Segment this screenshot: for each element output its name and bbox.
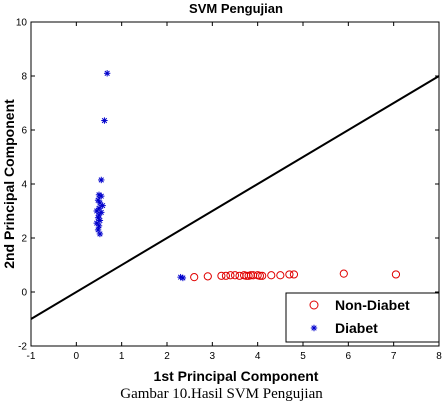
plot-area: -1 0 1 2 3 4 5 6 7 8 -2 0 2 4 6 8 10: [16, 18, 442, 363]
diabet-point: [103, 70, 111, 77]
non-diabet-point: [203, 272, 212, 281]
legend-marker-diabet: [310, 324, 318, 332]
diabet-point: [95, 222, 103, 230]
x-tick-label: 8: [436, 351, 442, 362]
legend-box: [285, 292, 440, 343]
figure-caption: Gambar 10.Hasil SVM Pengujian: [120, 386, 323, 402]
y-tick-label: 2: [21, 234, 27, 245]
y-tick-label: 4: [21, 180, 27, 191]
x-tick-label: 1: [119, 351, 125, 362]
x-tick-label: 4: [255, 351, 261, 362]
x-tick-label: 2: [164, 351, 170, 362]
x-tick-label: 6: [346, 351, 352, 362]
x-axis-label: 1st Principal Component: [154, 368, 319, 384]
diabet-point: [101, 117, 108, 124]
y-tick-label: 8: [21, 72, 27, 83]
y-tick-label: -2: [18, 342, 27, 353]
x-tick-label: 7: [391, 351, 397, 362]
legend-marker-non-diabet: [309, 300, 319, 310]
y-tick-label: 6: [21, 126, 27, 137]
diabet-point: [98, 176, 105, 184]
diabet-point: [99, 202, 106, 209]
legend: Non-Diabet Diabet: [285, 292, 440, 343]
y-tick-label: 0: [21, 288, 27, 299]
diabet-point: [96, 230, 104, 238]
diabet-point: [98, 192, 105, 200]
chart-title: SVM Pengujian: [189, 1, 283, 16]
legend-label: Non-Diabet: [335, 297, 410, 313]
diabet-point: [179, 274, 187, 282]
y-axis-label: 2nd Principal Component: [1, 99, 17, 269]
non-diabet-point: [276, 271, 285, 280]
non-diabet-point: [285, 270, 294, 279]
non-diabet-point: [217, 271, 226, 280]
non-diabet-point: [267, 271, 276, 280]
x-tick-label: 0: [74, 351, 80, 362]
y-tick-label: 10: [16, 18, 28, 29]
non-diabet-point: [226, 271, 235, 280]
x-tick-label: 5: [300, 351, 306, 362]
x-tick-label: 3: [210, 351, 216, 362]
non-diabet-point: [255, 271, 265, 280]
legend-label: Diabet: [335, 320, 378, 336]
x-tick-label: -1: [27, 351, 36, 362]
non-diabet-point: [221, 271, 231, 280]
decision-boundary-line: [30, 75, 440, 320]
non-diabet-point: [339, 269, 348, 278]
non-diabet-point: [258, 271, 267, 280]
non-diabet-point: [190, 273, 199, 282]
non-diabet-point: [289, 270, 299, 279]
non-diabet-point: [230, 271, 240, 280]
non-diabet-point: [391, 270, 401, 279]
